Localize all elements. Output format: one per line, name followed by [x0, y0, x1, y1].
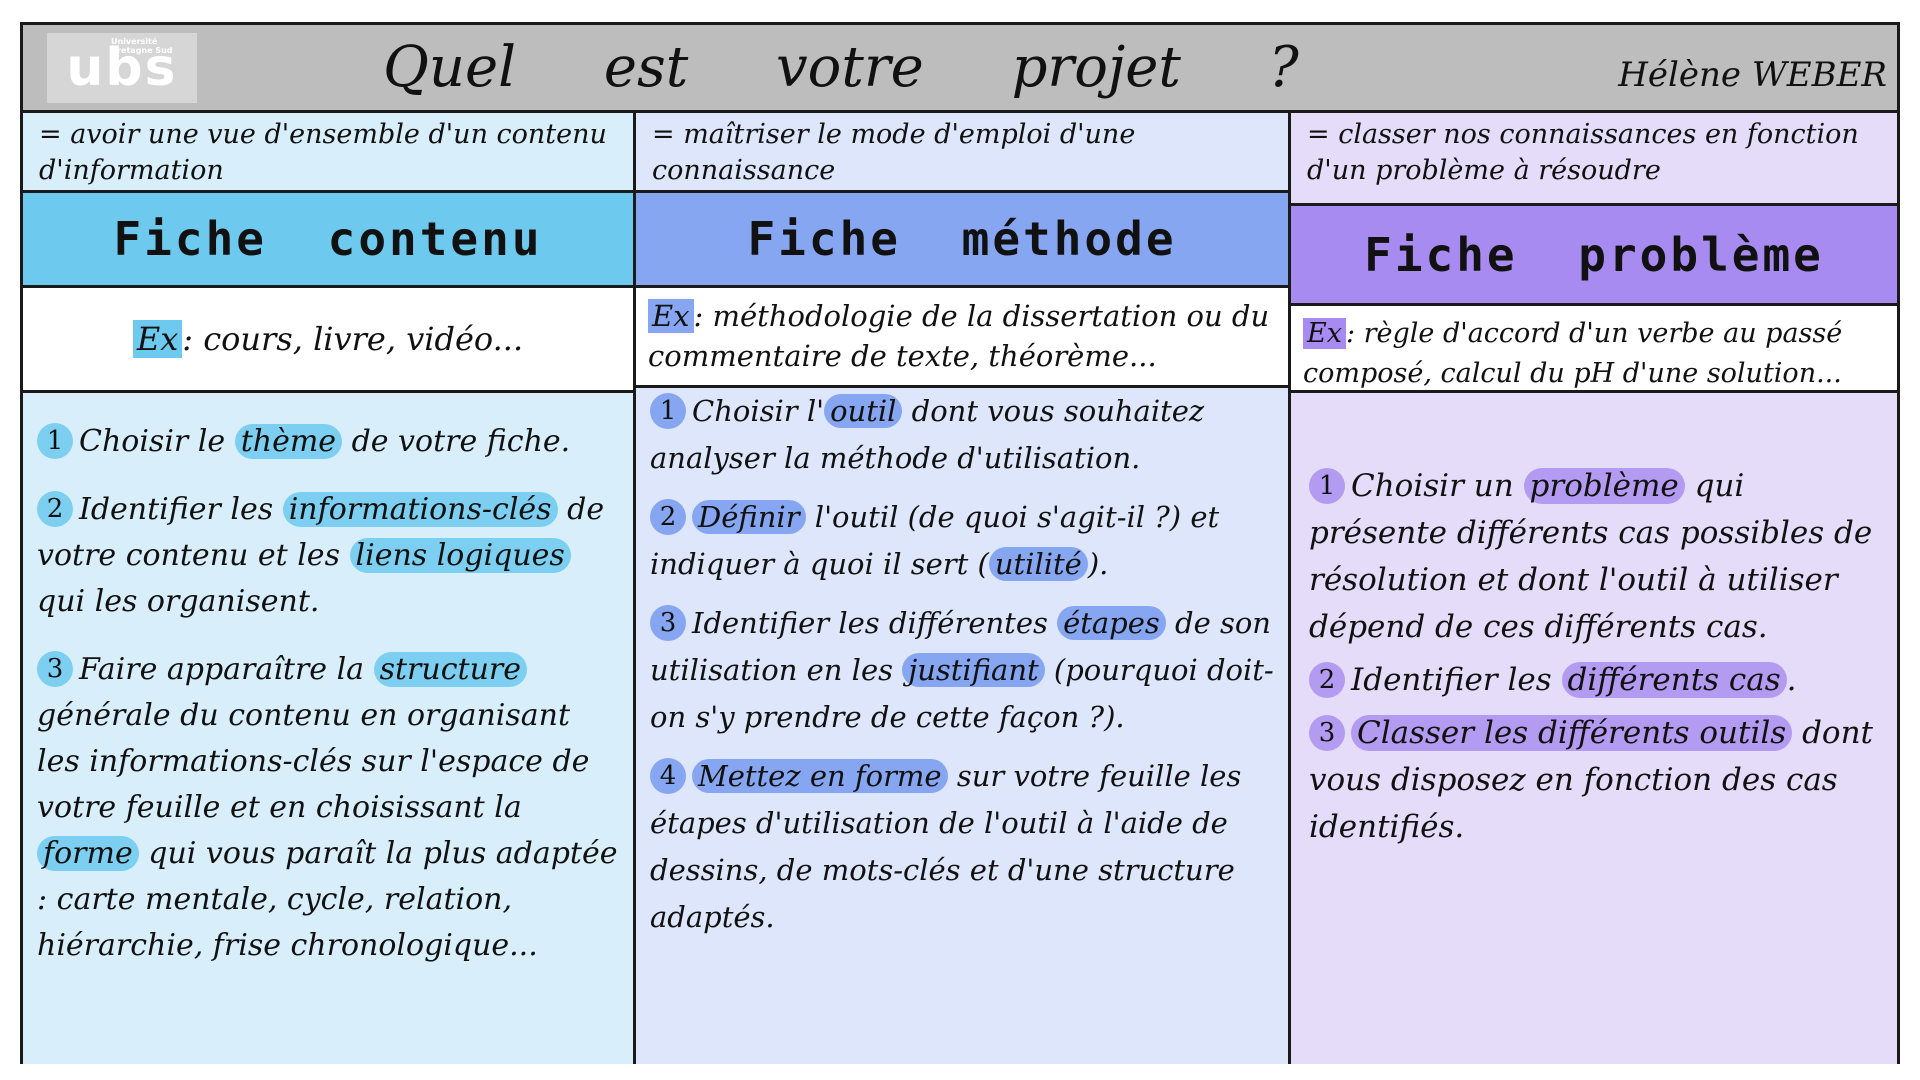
example-tag: Ex [1303, 318, 1346, 349]
step-number: 1 [1309, 468, 1345, 504]
step-text: Identifier les [79, 492, 283, 527]
step-item: 4 Mettez en forme sur votre feuille les é… [650, 753, 1278, 941]
poster: Université Bretagne Sud ubs Quel est vot… [20, 22, 1900, 1064]
highlight: Mettez en forme [692, 759, 948, 793]
step-text: qui vous paraît la plus adaptée : carte … [37, 836, 618, 963]
heading-fiche-contenu: Fiche contenu [23, 193, 633, 288]
step-number: 2 [37, 491, 73, 527]
highlight: informations-clés [282, 492, 558, 527]
step-text: Choisir l' [692, 394, 825, 428]
example-text: : règle d'accord d'un verbe au passé com… [1303, 318, 1843, 389]
step-text: qui les organisent. [37, 584, 320, 619]
steps-methode: 1 Choisir l' outil dont vous souhaitez ana… [636, 388, 1288, 1064]
steps-probleme: 1 Choisir un problème qui présente différ… [1291, 393, 1897, 1064]
definition-contenu: = avoir une vue d'ensemble d'un contenu … [23, 113, 633, 193]
step-text: l'outil (de quoi s'agit-il ?) et indique… [650, 500, 1220, 581]
step-number: 3 [37, 651, 73, 687]
heading-fiche-probleme: Fiche problème [1291, 206, 1897, 306]
definition-methode: = maîtriser le mode d'emploi d'une conna… [636, 113, 1288, 193]
example-text: : méthodologie de la dissertation ou du … [648, 299, 1270, 373]
definition-probleme: = classer nos connaissances en fonction … [1291, 113, 1897, 206]
step-item: 2 Identifier les informations-clés de vot… [37, 487, 619, 625]
steps-contenu: 1 Choisir le thème de votre fiche. 2 Ident… [23, 393, 633, 1064]
step-text: de votre fiche. [342, 424, 571, 459]
highlight: Définir [692, 500, 806, 534]
heading-fiche-methode: Fiche méthode [636, 193, 1288, 288]
step-text: Choisir le [79, 424, 235, 459]
column-fiche-contenu: = avoir une vue d'ensemble d'un contenu … [23, 113, 633, 1064]
example-tag: Ex [648, 299, 694, 333]
example-contenu: Ex: cours, livre, vidéo... [23, 288, 633, 393]
highlight: outil [824, 394, 903, 428]
logo-text: ubs [66, 38, 178, 98]
highlight: structure [373, 652, 527, 687]
step-item: 3 Faire apparaître la structure générale … [37, 647, 619, 969]
highlight: différents cas [1561, 662, 1787, 698]
step-number: 2 [1309, 662, 1345, 698]
highlight: justifiant [902, 653, 1045, 687]
highlight: utilité [988, 547, 1088, 581]
step-text: Choisir un [1351, 468, 1524, 504]
logo-caption: Université Bretagne Sud [111, 37, 173, 55]
highlight: forme [37, 836, 139, 871]
title-bar: Université Bretagne Sud ubs Quel est vot… [23, 25, 1897, 113]
step-item: 1 Choisir le thème de votre fiche. [37, 419, 619, 465]
step-item: 3 Classer les différents outils dont vous… [1309, 710, 1883, 851]
column-fiche-probleme: = classer nos connaissances en fonction … [1288, 113, 1897, 1064]
step-text: qui présente différents cas possibles de… [1309, 468, 1873, 645]
step-number: 2 [650, 499, 686, 535]
step-number: 1 [37, 423, 73, 459]
step-text: dont vous souhaitez analyser la méthode … [650, 394, 1205, 475]
step-item: 1 Choisir l' outil dont vous souhaitez ana… [650, 388, 1278, 482]
step-number: 3 [650, 605, 686, 641]
step-number: 4 [650, 758, 686, 794]
highlight: problème [1523, 468, 1685, 504]
step-text: . [1786, 662, 1797, 698]
step-item: 2 Définir l'outil (de quoi s'agit-il ?) e… [650, 494, 1278, 588]
step-text: Faire apparaître la [79, 652, 374, 687]
highlight: Classer les différents outils [1351, 715, 1793, 751]
university-logo: Université Bretagne Sud ubs [47, 33, 197, 103]
step-text: Identifier les [1351, 662, 1562, 698]
step-number: 3 [1309, 715, 1345, 751]
highlight: étapes [1057, 606, 1166, 640]
page-title: Quel est votre projet ? [383, 35, 1299, 100]
step-text: générale du contenu en organisant les in… [37, 698, 590, 825]
step-item: 1 Choisir un problème qui présente différ… [1309, 463, 1883, 651]
step-text: (pourquoi doit-on s'y prendre de cette f… [650, 653, 1274, 734]
step-number: 1 [650, 393, 686, 429]
step-text: de son utilisation en les [650, 606, 1271, 687]
step-text: ). [1087, 547, 1109, 581]
example-tag: Ex [132, 320, 183, 358]
step-item: 2 Identifier les différents cas. [1309, 657, 1883, 704]
highlight: thème [234, 424, 343, 459]
step-text: de votre contenu et les [37, 492, 605, 573]
highlight: liens logiques [349, 538, 571, 573]
column-fiche-methode: = maîtriser le mode d'emploi d'une conna… [633, 113, 1288, 1064]
example-text: : cours, livre, vidéo... [182, 320, 524, 358]
example-probleme: Ex: règle d'accord d'un verbe au passé c… [1291, 306, 1897, 393]
step-text: Identifier les différentes [692, 606, 1058, 640]
step-item: 3 Identifier les différentes étapes de so… [650, 600, 1278, 741]
step-text: sur votre feuille les étapes d'utilisati… [650, 759, 1242, 934]
step-text: dont vous disposez en fonction des cas i… [1309, 715, 1874, 845]
example-methode: Ex: méthodologie de la dissertation ou d… [636, 288, 1288, 388]
author-name: Hélène WEBER [1618, 55, 1887, 95]
